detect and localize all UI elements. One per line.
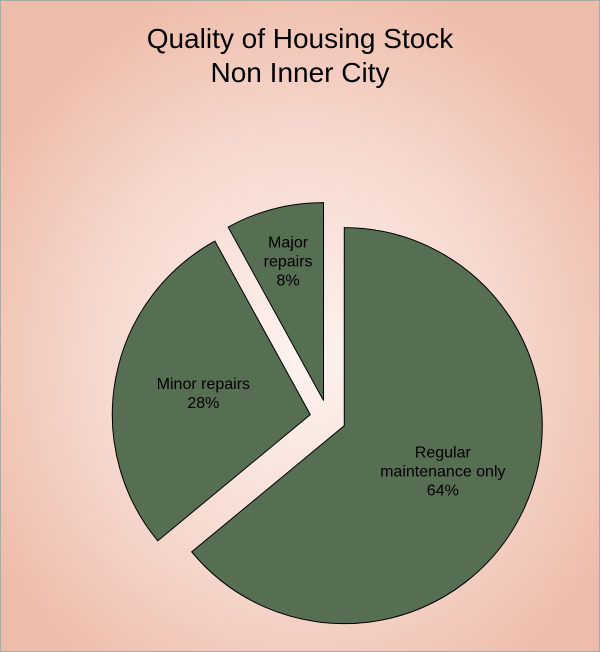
slice-category: Major repairs: [263, 234, 313, 271]
pie-slice: [227, 202, 325, 401]
slice-label: Regular maintenance only 64%: [373, 444, 513, 501]
slice-label: Minor repairs 28%: [133, 375, 273, 413]
slice-category: Minor repairs: [156, 376, 251, 394]
slice-value: 64%: [426, 482, 459, 500]
subtitle-line: Non Inner City: [210, 57, 390, 88]
slice-category: Regular maintenance only: [380, 444, 506, 481]
chart-title: Quality of Housing Stock Non Inner City: [0, 22, 600, 90]
slice-label: Major repairs 8%: [257, 234, 319, 291]
pie-slice: [191, 227, 543, 625]
slice-value: 28%: [187, 395, 220, 413]
slice-value: 8%: [276, 272, 300, 290]
title-line: Quality of Housing Stock: [146, 23, 454, 54]
pie-slice: [111, 240, 311, 542]
